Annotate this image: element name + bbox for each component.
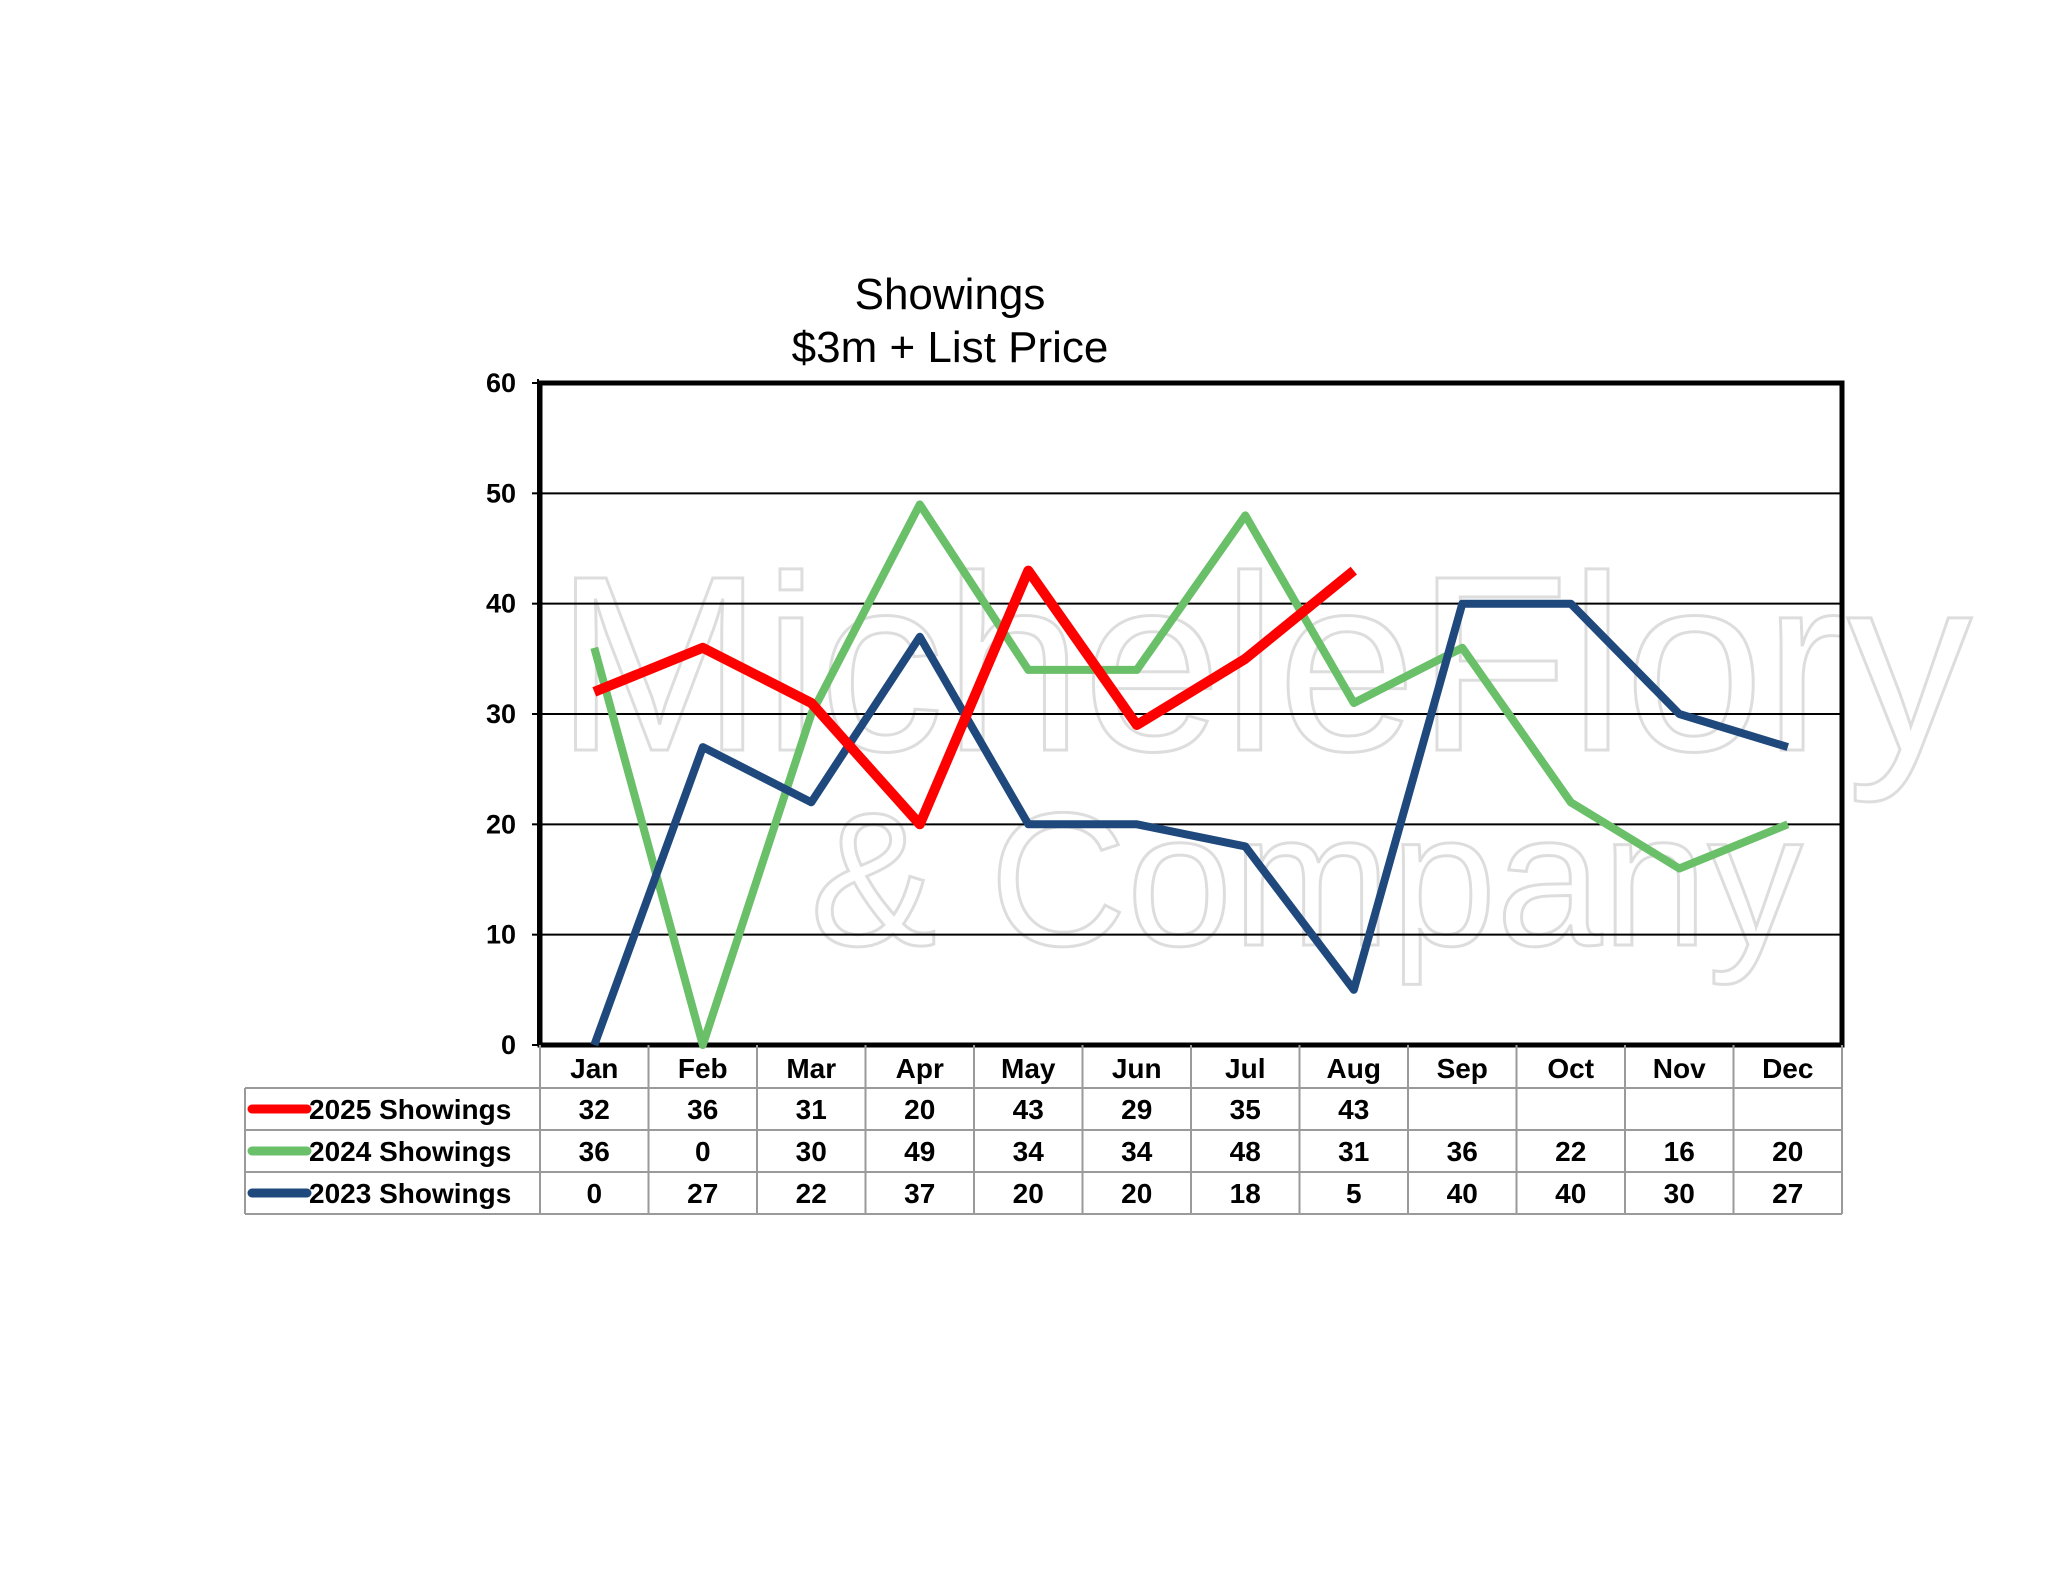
table-cell-value: 32 xyxy=(579,1094,610,1125)
table-cell-value: 37 xyxy=(904,1178,935,1209)
x-tick-label: Aug xyxy=(1327,1053,1381,1084)
table-cell-value: 22 xyxy=(796,1178,827,1209)
chart-subtitle: $3m + List Price xyxy=(791,323,1109,372)
table-cell-value: 40 xyxy=(1555,1178,1586,1209)
x-tick-label: Feb xyxy=(678,1053,728,1084)
x-tick-label: Jun xyxy=(1112,1053,1162,1084)
table-cell-value: 20 xyxy=(1121,1178,1152,1209)
table-cell-value: 27 xyxy=(1772,1178,1803,1209)
table-cell-value: 40 xyxy=(1447,1178,1478,1209)
table-cell-value: 31 xyxy=(1338,1136,1369,1167)
table-cell-value: 36 xyxy=(1447,1136,1478,1167)
y-tick-label: 60 xyxy=(486,368,516,398)
table-cell-value: 20 xyxy=(1013,1178,1044,1209)
series-lines xyxy=(590,500,1790,1049)
legend-label: 2024 Showings xyxy=(309,1136,511,1167)
table-cell-value: 5 xyxy=(1346,1178,1362,1209)
table-cell-value: 18 xyxy=(1230,1178,1261,1209)
table-cell-value: 0 xyxy=(695,1136,711,1167)
watermark-text-line2: & Company xyxy=(810,774,1803,986)
table-cell-value: 34 xyxy=(1121,1136,1153,1167)
series-line-0 xyxy=(592,565,1357,830)
legend-label: 2025 Showings xyxy=(309,1094,511,1125)
x-tick-label: Oct xyxy=(1547,1053,1594,1084)
series-line-2 xyxy=(590,599,1789,1047)
x-tick-label: Sep xyxy=(1437,1053,1488,1084)
table-cell-value: 35 xyxy=(1230,1094,1261,1125)
table-cell-value: 43 xyxy=(1338,1094,1369,1125)
table-cell-value: 22 xyxy=(1555,1136,1586,1167)
table-cell-value: 27 xyxy=(687,1178,718,1209)
y-tick-label: 40 xyxy=(486,589,516,619)
legend-label: 2023 Showings xyxy=(309,1178,511,1209)
watermark-logo: MicheleFlory & Company xyxy=(554,523,1974,988)
table-cell-value: 30 xyxy=(796,1136,827,1167)
y-tick-label: 30 xyxy=(486,699,516,729)
gridlines xyxy=(540,492,1842,936)
y-tick-label: 50 xyxy=(486,478,516,508)
table-cell-value: 20 xyxy=(1772,1136,1803,1167)
y-axis-ticks: 0 10 20 30 40 50 60 xyxy=(486,368,540,1060)
table-cell-value: 49 xyxy=(904,1136,935,1167)
table-cell-value: 36 xyxy=(687,1094,718,1125)
x-tick-label: Jan xyxy=(570,1053,618,1084)
y-tick-label: 0 xyxy=(501,1030,516,1060)
table-cell-value: 36 xyxy=(579,1136,610,1167)
series-line-1 xyxy=(590,500,1790,1049)
table-cell-value: 31 xyxy=(796,1094,827,1125)
data-table: Jan Feb Mar Apr May Jun Jul Aug Sep Oct Nov Dec 2025… xyxy=(244,1045,1843,1215)
table-cell-value: 16 xyxy=(1664,1136,1695,1167)
table-cell-value: 48 xyxy=(1230,1136,1261,1167)
y-tick-label: 10 xyxy=(486,920,516,950)
x-tick-label: Mar xyxy=(786,1053,836,1084)
table-cell-value: 20 xyxy=(904,1094,935,1125)
x-tick-label: Apr xyxy=(896,1053,944,1084)
table-cell-value: 30 xyxy=(1664,1178,1695,1209)
table-cell-value: 43 xyxy=(1013,1094,1044,1125)
x-tick-label: Dec xyxy=(1762,1053,1813,1084)
x-tick-label: Nov xyxy=(1653,1053,1706,1084)
watermark-text-line1: MicheleFlory xyxy=(555,524,1972,803)
table-cell-value: 0 xyxy=(586,1178,602,1209)
x-tick-label: Jul xyxy=(1225,1053,1265,1084)
y-tick-label: 20 xyxy=(486,809,516,839)
chart-title: Showings xyxy=(854,270,1046,319)
table-cell-value: 34 xyxy=(1013,1136,1045,1167)
table-cell-value: 29 xyxy=(1121,1094,1152,1125)
x-tick-label: May xyxy=(1001,1053,1056,1084)
